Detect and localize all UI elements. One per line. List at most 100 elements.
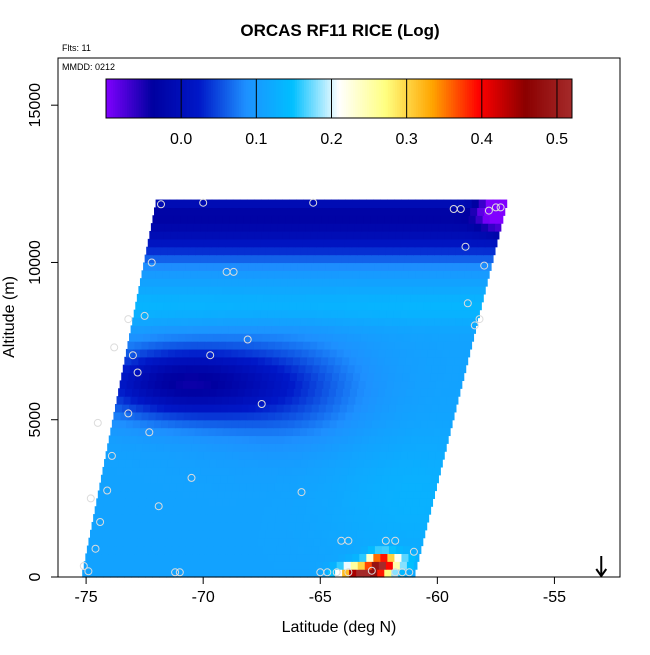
heatmap-cell [205, 372, 214, 382]
heatmap-cell [244, 246, 253, 256]
heatmap-cell [236, 427, 245, 437]
heatmap-cell [364, 419, 373, 429]
heatmap-cell [96, 498, 104, 507]
colorbar-segment [138, 79, 142, 118]
heatmap-cell [290, 333, 299, 342]
heatmap-cell [174, 459, 182, 468]
heatmap-cell [214, 537, 223, 547]
heatmap-cell [289, 443, 298, 452]
heatmap-cell [282, 270, 290, 279]
heatmap-cell [312, 506, 321, 515]
heatmap-cell [342, 286, 350, 295]
colorbar-frame [105, 78, 573, 119]
heatmap-cell [129, 435, 138, 444]
colorbar-segment [352, 79, 356, 118]
heatmap-cell [317, 411, 325, 421]
colorbar-segment [345, 79, 349, 118]
heatmap-cell [136, 404, 144, 413]
heatmap-cell [228, 537, 237, 547]
heatmap-cell [426, 215, 435, 224]
heatmap-cell [275, 443, 284, 452]
heatmap-cell [202, 246, 211, 256]
heatmap-cell [381, 231, 389, 240]
heatmap-cell [217, 561, 225, 570]
heatmap-cell [144, 396, 153, 405]
heatmap-cell [250, 569, 259, 578]
heatmap-cell [170, 301, 179, 311]
heatmap-cell [455, 246, 463, 256]
heatmap-cell [300, 459, 309, 468]
heatmap-cell [399, 207, 408, 216]
heatmap-cell [304, 474, 313, 484]
heatmap-cell [175, 238, 184, 248]
heatmap-cell [406, 419, 415, 429]
heatmap-cell [210, 309, 219, 319]
heatmap-cell [401, 199, 410, 209]
heatmap-cell [313, 396, 321, 405]
heatmap-cell [123, 466, 132, 476]
heatmap-cell [432, 396, 441, 405]
heatmap-cell [230, 529, 239, 539]
heatmap-cell [367, 514, 375, 523]
heatmap-cell [227, 262, 235, 271]
heatmap-cell [347, 223, 356, 232]
heatmap-cell [357, 278, 366, 287]
heatmap-cell [339, 231, 347, 240]
heatmap-cell [377, 215, 385, 224]
heatmap-cell [276, 545, 285, 555]
colorbar-segment [562, 79, 566, 118]
heatmap-cell [469, 246, 477, 256]
heatmap-cell [453, 396, 459, 405]
heatmap-cell [391, 427, 399, 437]
heatmap-cell [258, 459, 267, 468]
colorbar-segment [511, 79, 515, 118]
heatmap-cell [363, 569, 371, 578]
heatmap-cell [162, 553, 171, 562]
colorbar-segment [150, 79, 153, 118]
heatmap-cell [444, 443, 447, 452]
heatmap-cell [445, 333, 453, 342]
heatmap-cell [211, 341, 220, 350]
heatmap-cell [416, 514, 424, 523]
heatmap-cell [236, 215, 245, 224]
heatmap-cell [163, 301, 171, 311]
heatmap-cell [388, 443, 396, 452]
heatmap-cell [124, 356, 132, 366]
heatmap-cell [157, 545, 165, 555]
heatmap-cell [493, 231, 500, 240]
heatmap-cell [291, 364, 300, 374]
heatmap-cell [446, 396, 455, 405]
heatmap-cell [447, 356, 456, 366]
colorbar-segment [154, 79, 158, 118]
heatmap-cell [258, 246, 267, 256]
colorbar-segment [145, 79, 149, 118]
heatmap-cell [235, 364, 243, 374]
heatmap-cell [256, 364, 264, 374]
heatmap-cell [182, 521, 191, 531]
heatmap-cell [194, 215, 203, 224]
heatmap-cell [261, 301, 270, 311]
heatmap-cell [168, 521, 177, 531]
heatmap-cell [154, 238, 163, 248]
heatmap-cell [328, 317, 337, 326]
heatmap-cell [212, 301, 221, 311]
heatmap-cell [267, 238, 275, 248]
heatmap-cell [339, 443, 347, 452]
sample-point [86, 494, 95, 503]
heatmap-cell [331, 514, 340, 523]
heatmap-cell [216, 388, 225, 397]
heatmap-cell [317, 301, 326, 311]
heatmap-cell [122, 506, 131, 515]
heatmap-cell [467, 223, 475, 232]
colorbar-segment [376, 79, 380, 118]
heatmap-cell [119, 380, 128, 389]
heatmap-cell [355, 325, 364, 334]
heatmap-cell [166, 427, 175, 437]
heatmap-cell [155, 553, 164, 562]
heatmap-cell [422, 199, 431, 209]
heatmap-cell [305, 435, 314, 444]
heatmap-cell [207, 396, 216, 405]
heatmap-cell [176, 553, 185, 562]
colorbar-segment [469, 79, 473, 118]
heatmap-cell [372, 521, 381, 531]
